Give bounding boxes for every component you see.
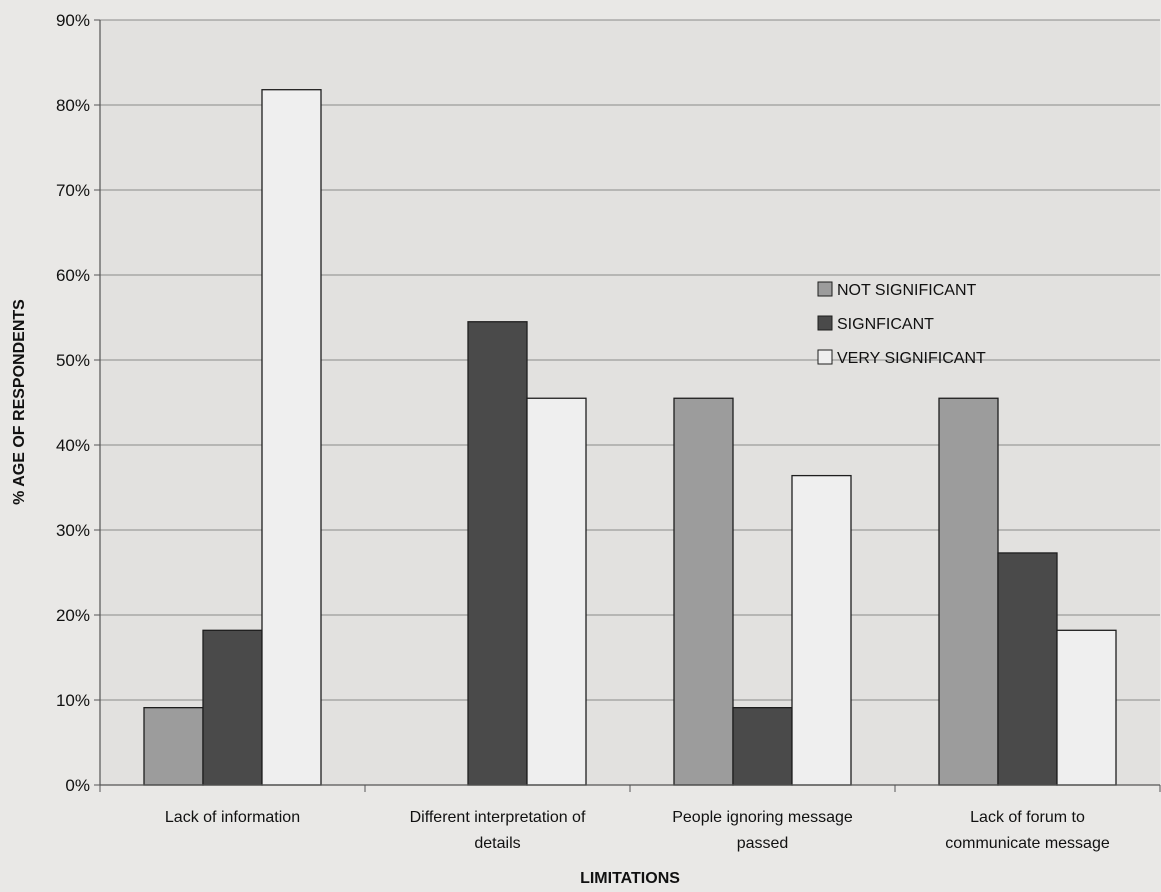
legend-label: NOT SIGNIFICANT: [837, 282, 976, 299]
bar: [261, 89, 322, 786]
legend-label: SIGNFICANT: [837, 316, 934, 333]
x-category-label: Different interpretation of details: [410, 809, 586, 852]
y-tick-labels: 0% 10% 20% 30% 40% 50% 60% 70% 80% 90%: [56, 11, 90, 795]
bar: [938, 397, 999, 786]
x-category-label: People ignoring message passed: [672, 809, 853, 852]
x-category-label: Lack of information: [165, 809, 300, 826]
bar: [673, 397, 734, 786]
bar: [1056, 629, 1117, 786]
y-tick-label: 80%: [56, 96, 90, 115]
bars: [143, 89, 1117, 786]
bar: [791, 474, 852, 786]
y-tick-label: 70%: [56, 181, 90, 200]
x-axis-title: LIMITATIONS: [580, 870, 680, 887]
bar: [526, 397, 587, 786]
bar: [732, 707, 793, 786]
y-tick-label: 10%: [56, 691, 90, 710]
y-tick-label: 90%: [56, 11, 90, 30]
y-tick-label: 0%: [65, 776, 90, 795]
bar: [143, 707, 204, 786]
legend-swatch: [817, 349, 833, 365]
y-tick-label: 30%: [56, 521, 90, 540]
x-category-label: Lack of forum to communicate message: [945, 809, 1110, 852]
y-tick-label: 50%: [56, 351, 90, 370]
legend-swatch: [817, 315, 833, 331]
bar: [997, 552, 1058, 786]
legend-label: VERY SIGNIFICANT: [837, 350, 986, 367]
bar: [202, 629, 263, 786]
legend-swatch: [817, 281, 833, 297]
x-category-labels: Lack of information Different interpretat…: [165, 809, 1110, 852]
y-tick-label: 20%: [56, 606, 90, 625]
legend: NOT SIGNIFICANT SIGNFICANT VERY SIGNIFICAN…: [817, 281, 986, 367]
y-axis-title: % AGE OF RESPONDENTS: [11, 299, 28, 505]
y-tick-label: 60%: [56, 266, 90, 285]
y-tick-label: 40%: [56, 436, 90, 455]
bar: [467, 321, 528, 786]
axes: [94, 19, 1161, 792]
